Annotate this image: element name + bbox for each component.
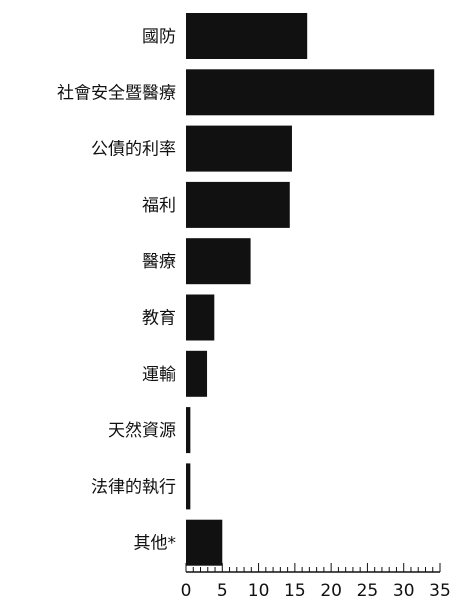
x-tick-label-15: 15 (284, 581, 306, 601)
x-tick-label-35: 35 (429, 581, 451, 601)
bar-4 (186, 238, 251, 285)
category-label-7: 天然資源 (108, 421, 176, 441)
category-label-8: 法律的執行 (91, 477, 176, 497)
x-tick-label-10: 10 (248, 581, 270, 601)
bar-8 (186, 463, 191, 510)
bar-6 (186, 350, 208, 397)
x-tick-label-30: 30 (393, 581, 415, 601)
bars-group (186, 13, 435, 566)
category-label-9: 其他* (134, 534, 177, 554)
x-axis: 0 5 10 15 20 25 30 35 (181, 563, 451, 601)
category-label-5: 教育 (142, 309, 176, 329)
category-label-1: 社會安全暨醫療 (57, 83, 176, 103)
x-tick-label-5: 5 (217, 581, 228, 601)
bar-7 (186, 407, 191, 454)
category-label-6: 運輸 (142, 365, 176, 385)
bar-3 (186, 181, 290, 228)
bar-5 (186, 294, 215, 341)
category-label-0: 國防 (142, 27, 176, 47)
x-tick-label-25: 25 (357, 581, 379, 601)
bar-0 (186, 13, 308, 59)
x-tick-label-0: 0 (181, 581, 192, 601)
category-label-4: 醫療 (142, 252, 176, 272)
bar-1 (186, 69, 435, 116)
bar-2 (186, 125, 292, 172)
category-label-2: 公債的利率 (91, 140, 176, 160)
x-tick-label-20: 20 (320, 581, 342, 601)
bar-9 (186, 519, 223, 566)
category-label-3: 福利 (142, 196, 176, 216)
